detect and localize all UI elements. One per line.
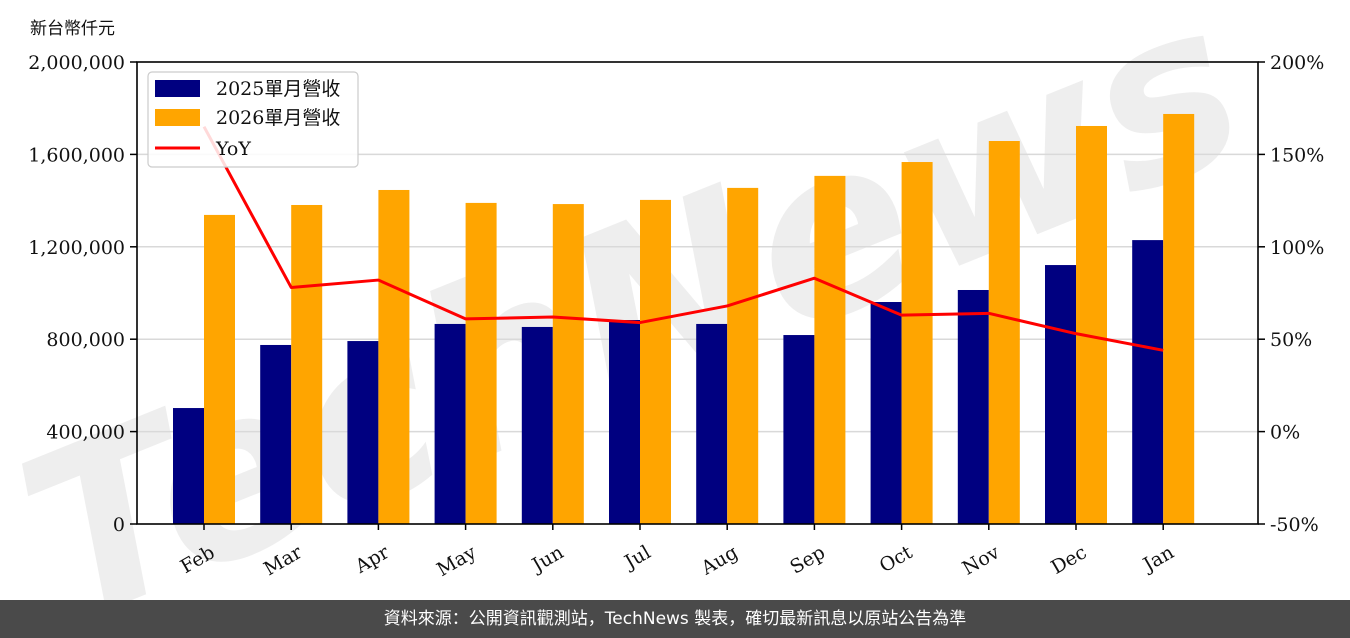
yoy-polyline bbox=[202, 125, 1164, 352]
x-tick-label: Jan bbox=[1138, 541, 1178, 577]
bar-2025 bbox=[870, 302, 902, 524]
bar-2026 bbox=[901, 162, 933, 524]
y-right-tick-label: 100% bbox=[1270, 237, 1324, 259]
y-right-tick-label: 0% bbox=[1270, 422, 1300, 444]
legend-item-2026: 2026單月營收 bbox=[216, 107, 340, 129]
bar-2025 bbox=[434, 323, 466, 524]
legend-item-yoy: YoY bbox=[215, 138, 251, 160]
bar-2025 bbox=[260, 344, 292, 524]
bar-2025 bbox=[347, 341, 379, 524]
bar-2025 bbox=[1045, 265, 1076, 524]
bar-2025 bbox=[609, 320, 640, 524]
bar-series bbox=[173, 113, 1195, 525]
bar-2025 bbox=[173, 408, 204, 524]
bar-2026 bbox=[727, 187, 759, 524]
bar-2026 bbox=[814, 175, 846, 524]
bar-2026 bbox=[552, 204, 584, 524]
bar-2025 bbox=[521, 326, 553, 524]
y-right-tick-label: -50% bbox=[1270, 514, 1319, 536]
y-tick-label: 0 bbox=[113, 514, 125, 536]
y-tick-label: 400,000 bbox=[46, 422, 125, 444]
x-tick-label: Dec bbox=[1047, 541, 1090, 579]
bar-2026 bbox=[291, 204, 323, 524]
x-tick-label: Jul bbox=[619, 541, 654, 574]
x-tick-label: May bbox=[433, 541, 480, 581]
y-tick-label: 800,000 bbox=[46, 329, 125, 351]
bar-2025 bbox=[957, 289, 989, 524]
axes: 0 400,000 800,000 1,200,000 1,600,000 2,000,0… bbox=[28, 52, 1324, 581]
bar-2025 bbox=[1132, 240, 1164, 524]
source-footer: 資料來源：公開資訊觀測站，TechNews 製表，確切最新訊息以原站公告為準 bbox=[0, 600, 1350, 638]
x-tick-label: Jun bbox=[527, 541, 568, 577]
bar-2025 bbox=[696, 323, 728, 524]
y-tick-label: 1,600,000 bbox=[28, 144, 125, 166]
y-right-tick-label: 200% bbox=[1270, 52, 1324, 74]
legend-swatch bbox=[155, 80, 200, 97]
bar-2026 bbox=[378, 189, 410, 524]
x-tick-label: Nov bbox=[959, 541, 1004, 580]
revenue-chart: TechNews 0400,000800,0001,200,0001,600,0… bbox=[0, 0, 1324, 600]
yoy-line bbox=[202, 125, 1164, 352]
bar-2026 bbox=[1076, 125, 1107, 524]
x-tick-label: Sep bbox=[786, 541, 829, 578]
bar-2026 bbox=[204, 214, 235, 524]
bar-2026 bbox=[1163, 113, 1195, 524]
plot-frame bbox=[136, 61, 1259, 525]
x-tick-label: Oct bbox=[876, 541, 917, 577]
bar-2025 bbox=[783, 335, 815, 524]
bar-2026 bbox=[640, 199, 671, 525]
y-axis-unit-label: 新台幣仟元 bbox=[30, 19, 115, 39]
bar-2026 bbox=[465, 202, 497, 524]
y-tick-label: 2,000,000 bbox=[28, 52, 125, 74]
legend-item-2025: 2025單月營收 bbox=[216, 78, 340, 100]
y-right-tick-label: 150% bbox=[1270, 144, 1324, 166]
legend-box bbox=[147, 71, 359, 168]
y-tick-label: 1,200,000 bbox=[28, 237, 125, 259]
legend: 2025單月營收 2026單月營收 YoY bbox=[147, 71, 359, 168]
bar-2026 bbox=[988, 141, 1020, 524]
legend-swatch bbox=[155, 109, 200, 126]
y-right-tick-label: 50% bbox=[1270, 329, 1312, 351]
x-tick-label: Aug bbox=[697, 541, 742, 580]
